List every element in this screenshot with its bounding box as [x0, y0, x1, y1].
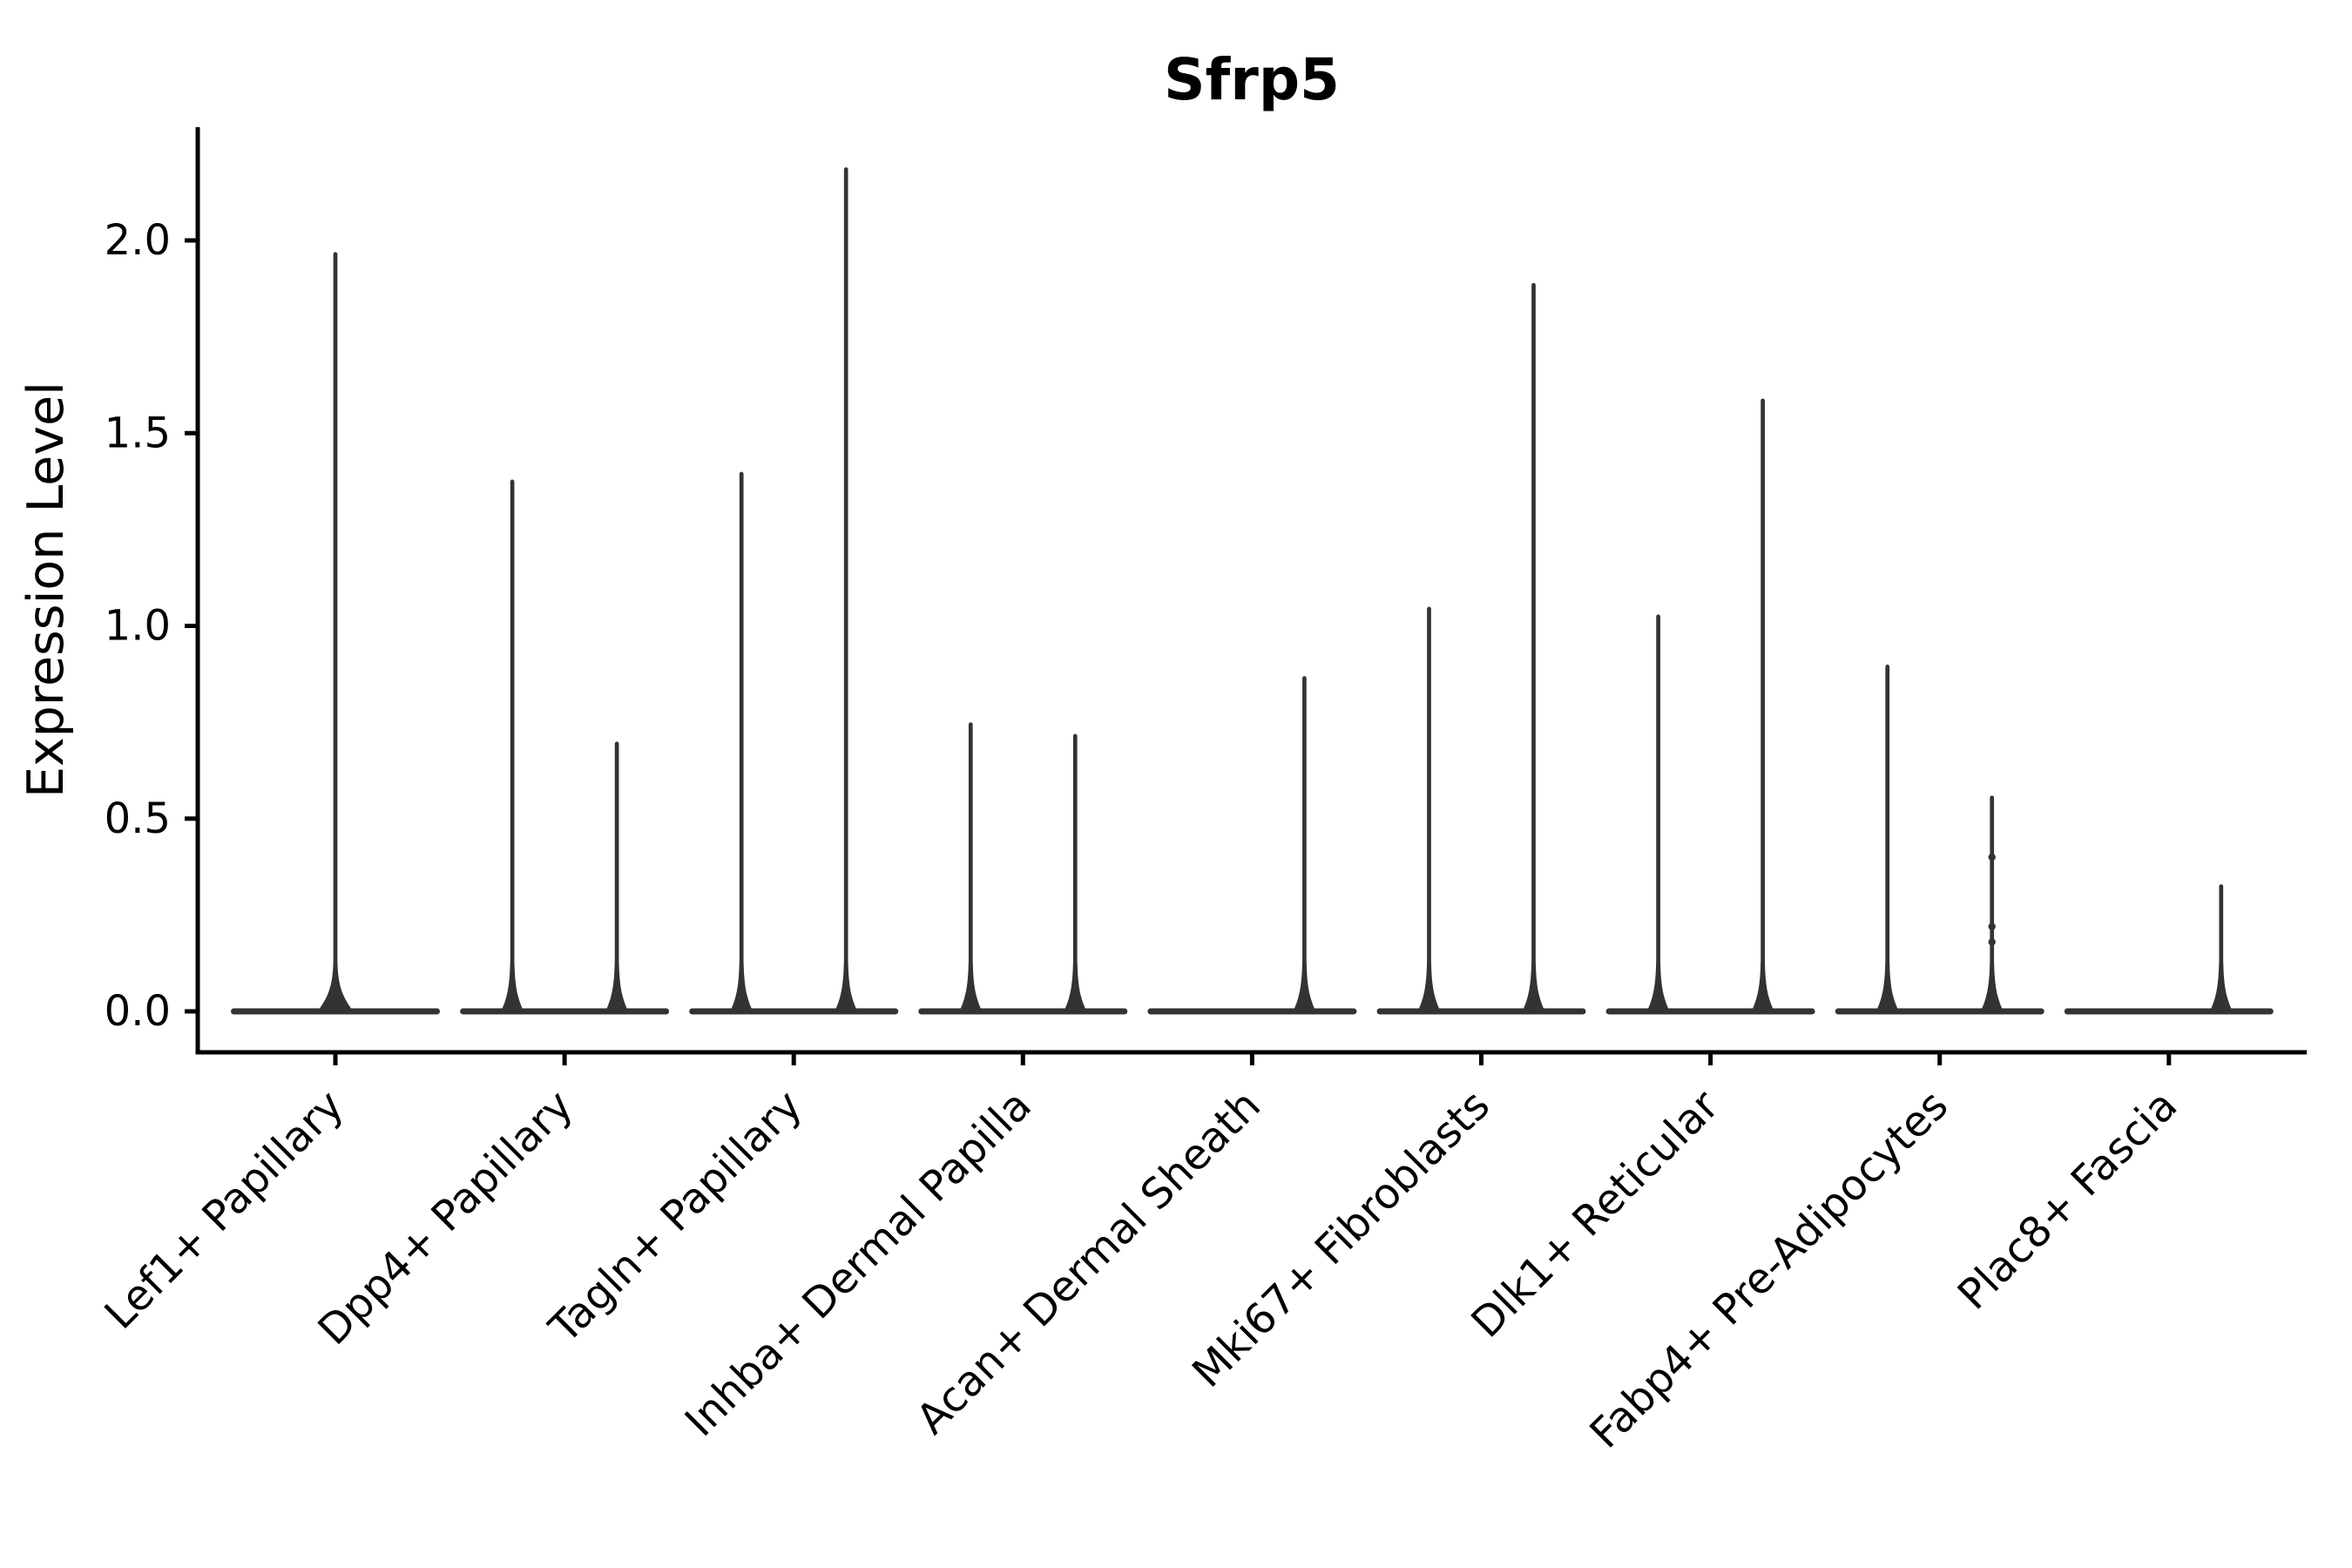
x-tick-label: Plac8+ Fascia	[1949, 1081, 2187, 1320]
violin-spike-bump	[1988, 923, 1996, 930]
x-tick-label: Dlk1+ Reticular	[1462, 1081, 1728, 1348]
plot-title: Sfrp5	[1164, 46, 1340, 113]
violin-base	[2064, 1008, 2274, 1015]
violin-base	[460, 1008, 670, 1015]
violin-base	[1147, 1008, 1357, 1015]
x-tick-label: Tagln+ Papillary	[539, 1081, 811, 1353]
y-tick-label: 0.0	[105, 987, 171, 1036]
y-tick-label: 1.5	[105, 409, 171, 457]
violin-base	[689, 1008, 899, 1015]
y-tick-label: 1.0	[105, 602, 171, 651]
x-tick-label: Lef1+ Papillary	[96, 1081, 354, 1339]
y-axis-label: Expression Level	[17, 382, 75, 798]
violin-base	[918, 1008, 1128, 1015]
y-tick-label: 0.5	[105, 794, 171, 843]
violin-base	[1376, 1008, 1586, 1015]
violin-spike-bump	[1988, 938, 1996, 946]
violin-spike-bump	[1988, 853, 1996, 862]
y-tick-label: 2.0	[105, 216, 171, 265]
x-tick-label: Dpp4+ Papillary	[309, 1081, 583, 1355]
violin-base	[1835, 1008, 2044, 1015]
violin-base	[1605, 1008, 1815, 1015]
